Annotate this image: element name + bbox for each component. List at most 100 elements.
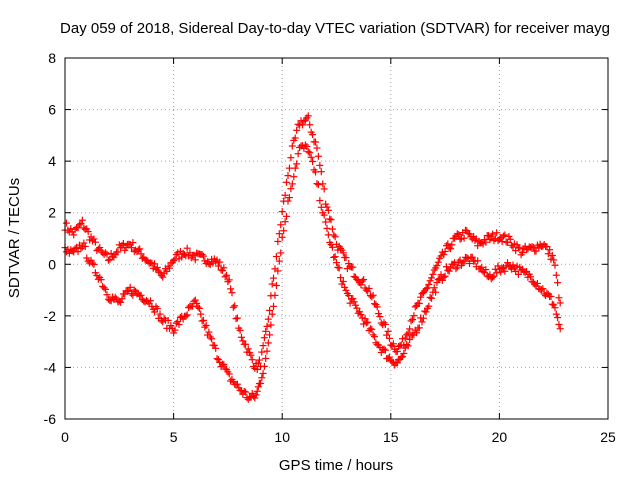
- data-point-s1: [307, 153, 315, 161]
- data-point-s1: [193, 299, 201, 307]
- data-point-s1: [357, 311, 365, 319]
- data-point-s1: [147, 297, 155, 305]
- data-point-s0: [298, 121, 306, 129]
- data-point-s0: [415, 300, 423, 308]
- data-point-s1: [362, 319, 370, 327]
- data-point-s0: [409, 316, 417, 324]
- data-point-s1: [259, 369, 267, 377]
- data-point-s0: [447, 245, 455, 253]
- data-point-s0: [453, 230, 461, 238]
- data-point-s1: [262, 354, 270, 362]
- data-point-s1: [440, 273, 448, 281]
- data-point-s1: [521, 268, 529, 276]
- data-point-s0: [293, 126, 301, 134]
- data-point-s0: [231, 302, 239, 310]
- data-point-s1: [252, 391, 260, 399]
- data-point-s1: [201, 323, 209, 331]
- data-point-s0: [357, 281, 365, 289]
- data-point-s1: [352, 301, 360, 309]
- data-point-s1: [349, 295, 357, 303]
- data-point-s0: [227, 285, 235, 293]
- data-point-s1: [339, 278, 347, 286]
- data-point-s1: [189, 302, 197, 310]
- data-point-s1: [130, 286, 138, 294]
- data-point-s0: [406, 325, 414, 333]
- data-point-s1: [171, 326, 179, 334]
- data-point-s1: [90, 260, 98, 268]
- data-point-s0: [155, 267, 163, 275]
- data-point-s1: [264, 339, 272, 347]
- data-point-s1: [393, 359, 401, 367]
- data-point-s0: [493, 229, 501, 237]
- data-point-s1: [291, 164, 299, 172]
- data-point-s1: [415, 324, 423, 332]
- data-point-s1: [77, 244, 85, 252]
- data-point-s1: [335, 264, 343, 272]
- data-point-s0: [258, 348, 266, 356]
- data-point-s0: [214, 262, 222, 270]
- data-point-s1: [333, 259, 340, 267]
- data-point-s0: [263, 322, 271, 330]
- y-tick-label: 0: [48, 256, 56, 272]
- data-point-s1: [191, 296, 199, 304]
- data-point-s1: [80, 239, 88, 247]
- data-point-s0: [434, 258, 442, 266]
- data-point-s0: [555, 294, 563, 302]
- data-point-s1: [493, 269, 501, 277]
- data-point-s1: [353, 304, 361, 312]
- data-point-s1: [449, 260, 457, 268]
- data-point-s0: [84, 228, 92, 236]
- data-point-s1: [314, 181, 322, 189]
- data-point-s1: [426, 293, 434, 301]
- data-point-s0: [102, 249, 110, 257]
- data-point-s0: [151, 260, 159, 268]
- axis-ticks: 0 5 10 15 20 25 -6 -4 -2 0 2 4 6 8: [44, 50, 616, 445]
- data-point-s0: [380, 319, 388, 327]
- data-point-s1: [294, 150, 302, 158]
- data-point-s0: [554, 279, 562, 287]
- data-point-s0: [180, 251, 188, 259]
- data-point-s0: [107, 250, 115, 258]
- data-point-s1: [126, 283, 134, 291]
- data-point-s1: [260, 362, 268, 370]
- data-point-s0: [322, 200, 330, 208]
- data-point-s1: [533, 279, 541, 287]
- data-point-s0: [220, 264, 228, 272]
- data-point-s1: [494, 262, 502, 270]
- data-point-s1: [328, 243, 336, 251]
- data-point-s0: [159, 273, 167, 281]
- data-point-s1: [153, 305, 161, 313]
- data-point-s1: [489, 273, 497, 281]
- data-point-s0: [278, 208, 286, 216]
- data-point-s1: [369, 331, 377, 339]
- data-point-s0: [294, 120, 302, 128]
- data-point-s1: [460, 257, 468, 265]
- data-point-s0: [312, 138, 320, 146]
- data-point-s1: [208, 335, 216, 343]
- data-point-s1: [274, 267, 282, 275]
- data-point-s1: [270, 302, 278, 310]
- x-tick-label: 15: [383, 429, 399, 445]
- data-point-s0: [223, 271, 231, 279]
- data-point-s1: [272, 282, 280, 290]
- data-point-s1: [445, 267, 453, 275]
- data-point-s1: [345, 292, 353, 300]
- data-point-s0: [548, 251, 556, 259]
- data-point-s0: [448, 241, 456, 249]
- data-point-s1: [403, 341, 411, 349]
- data-point-s0: [331, 233, 339, 241]
- x-tick-label: 25: [600, 429, 616, 445]
- data-point-s0: [284, 172, 292, 180]
- data-point-s1: [225, 370, 233, 378]
- data-point-s1: [278, 233, 286, 241]
- data-point-s1: [342, 286, 350, 294]
- data-point-s0: [221, 273, 229, 281]
- data-point-s0: [216, 258, 224, 266]
- data-point-s1: [341, 283, 349, 291]
- y-tick-label: -6: [44, 411, 57, 427]
- data-point-s0: [316, 161, 324, 169]
- data-point-s1: [198, 317, 206, 325]
- data-point-s0: [228, 289, 236, 297]
- data-point-s1: [284, 197, 292, 205]
